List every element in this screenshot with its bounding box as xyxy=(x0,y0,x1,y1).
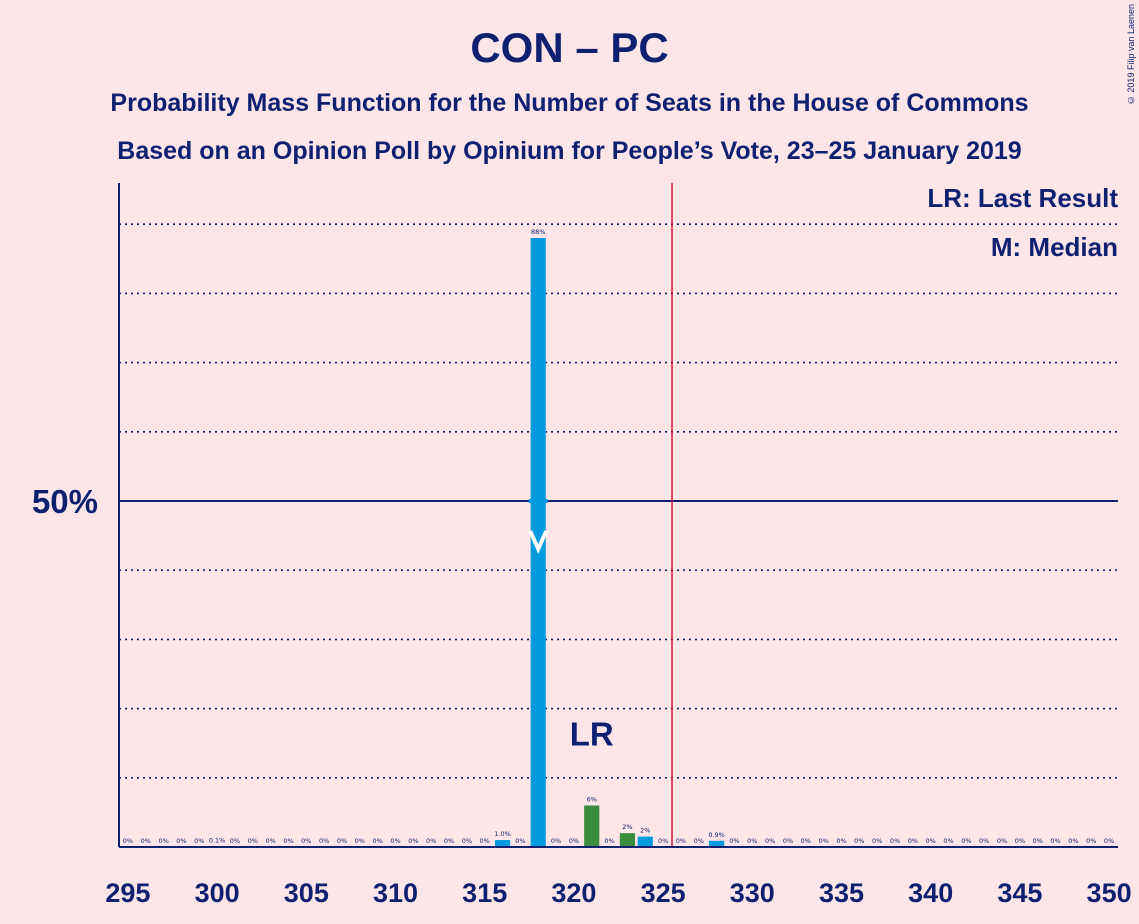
chart-subtitle-1: Probability Mass Function for the Number… xyxy=(110,89,1029,117)
x-tick-label-310: 310 xyxy=(373,878,418,908)
data-label-seat-314: 0% xyxy=(462,837,472,845)
data-label-seat-307: 0% xyxy=(337,837,347,845)
data-label-seat-332: 0% xyxy=(783,837,793,845)
data-label-seat-299: 0% xyxy=(194,837,204,845)
legend-median: M: Median xyxy=(990,232,1118,262)
data-label-seat-338: 0% xyxy=(890,837,900,845)
data-label-seat-327: 0% xyxy=(694,837,704,845)
data-label-seat-330: 0% xyxy=(747,837,757,845)
data-label-seat-301: 0% xyxy=(230,837,240,845)
x-tick-label-305: 305 xyxy=(284,878,329,908)
data-label-seat-347: 0% xyxy=(1050,837,1060,845)
data-label-seat-320: 0% xyxy=(569,837,579,845)
data-label-seat-323: 2% xyxy=(622,823,632,831)
x-tick-label-315: 315 xyxy=(462,878,507,908)
y-tick-label-50: 50% xyxy=(32,483,98,520)
data-label-seat-348: 0% xyxy=(1068,837,1078,845)
data-labels: 0% 0% 0% 0% 0% 0.1% 0% 0% 0% 0% 0% 0% 0% 0% 0% 0% 0% 0% 0%… xyxy=(123,228,1114,845)
data-label-seat-306: 0% xyxy=(319,837,329,845)
x-tick-label-350: 350 xyxy=(1087,878,1132,908)
data-label-seat-316: 1.0% xyxy=(494,830,511,838)
gridlines xyxy=(119,223,1118,779)
axes: 50% 295 300 305 310 315 320 325 330 335 340 345 350 xyxy=(32,183,1132,908)
median-bar-overlap xyxy=(528,499,548,503)
x-tick-label-340: 340 xyxy=(908,878,953,908)
data-label-seat-342: 0% xyxy=(961,837,971,845)
data-label-seat-310: 0% xyxy=(390,837,400,845)
data-label-seat-324: 2% xyxy=(640,827,650,835)
data-label-seat-344: 0% xyxy=(997,837,1007,845)
x-tick-label-325: 325 xyxy=(641,878,686,908)
data-label-seat-315: 0% xyxy=(480,837,490,845)
bars xyxy=(209,238,725,848)
data-label-seat-336: 0% xyxy=(854,837,864,845)
x-tick-label-345: 345 xyxy=(997,878,1042,908)
data-label-seat-322: 0% xyxy=(604,837,614,845)
data-label-seat-341: 0% xyxy=(943,837,953,845)
bar-seat-323 xyxy=(619,833,636,847)
data-label-seat-321: 6% xyxy=(587,795,597,803)
data-label-seat-302: 0% xyxy=(248,837,258,845)
data-label-seat-298: 0% xyxy=(176,837,186,845)
data-label-seat-305: 0% xyxy=(301,837,311,845)
data-label-seat-328: 0.9% xyxy=(708,831,725,839)
bar-seat-318 xyxy=(530,238,546,848)
data-label-seat-308: 0% xyxy=(355,837,365,845)
chart-title: CON – PC xyxy=(470,24,669,71)
data-label-seat-304: 0% xyxy=(283,837,293,845)
data-label-seat-343: 0% xyxy=(979,837,989,845)
data-label-seat-329: 0% xyxy=(729,837,739,845)
x-tick-label-335: 335 xyxy=(819,878,864,908)
data-label-seat-319: 0% xyxy=(551,837,561,845)
data-label-seat-339: 0% xyxy=(908,837,918,845)
median-marker xyxy=(528,530,549,554)
legend-last-result: LR: Last Result xyxy=(927,183,1118,213)
data-label-seat-296: 0% xyxy=(141,837,151,845)
data-label-seat-333: 0% xyxy=(801,837,811,845)
data-label-seat-335: 0% xyxy=(836,837,846,845)
data-label-seat-350: 0% xyxy=(1104,837,1114,845)
data-label-seat-349: 0% xyxy=(1086,837,1096,845)
data-label-seat-318: 88% xyxy=(531,228,545,236)
data-label-seat-331: 0% xyxy=(765,837,775,845)
x-tick-label-300: 300 xyxy=(195,878,240,908)
data-label-seat-340: 0% xyxy=(926,837,936,845)
x-tick-label-295: 295 xyxy=(105,878,150,908)
chart-subtitle-2: Based on an Opinion Poll by Opinium for … xyxy=(117,137,1022,165)
data-label-seat-334: 0% xyxy=(818,837,828,845)
last-result-marker: LR xyxy=(570,715,614,752)
data-label-seat-337: 0% xyxy=(872,837,882,845)
data-label-seat-346: 0% xyxy=(1033,837,1043,845)
bar-seat-328 xyxy=(709,840,725,847)
data-label-seat-303: 0% xyxy=(265,837,275,845)
bar-seat-321 xyxy=(584,805,600,847)
data-label-seat-326: 0% xyxy=(676,837,686,845)
x-tick-label-320: 320 xyxy=(551,878,596,908)
data-label-seat-309: 0% xyxy=(373,837,383,845)
data-label-seat-313: 0% xyxy=(444,837,454,845)
data-label-seat-325: 0% xyxy=(658,837,668,845)
data-label-seat-297: 0% xyxy=(158,837,168,845)
x-tick-label-330: 330 xyxy=(730,878,775,908)
data-label-seat-317: 0% xyxy=(515,837,525,845)
bar-seat-316 xyxy=(494,840,511,847)
data-label-seat-345: 0% xyxy=(1015,837,1025,845)
data-label-seat-312: 0% xyxy=(426,837,436,845)
data-label-seat-311: 0% xyxy=(408,837,418,845)
data-label-seat-300: 0.1% xyxy=(209,836,226,844)
data-label-seat-295: 0% xyxy=(123,837,133,845)
bar-seat-324 xyxy=(637,836,653,847)
